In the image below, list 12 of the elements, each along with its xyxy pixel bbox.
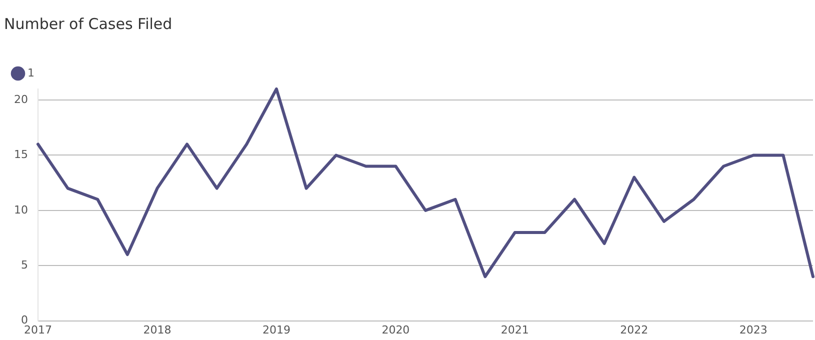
- x-tick-label: 2022: [620, 323, 648, 336]
- x-tick-label: 2018: [143, 323, 172, 336]
- y-tick-label: 15: [14, 148, 28, 162]
- x-tick-label: 2020: [382, 323, 410, 336]
- x-tick-label: 2021: [500, 323, 529, 336]
- y-tick-label: 5: [20, 258, 28, 272]
- y-tick-label: 10: [14, 203, 28, 216]
- y-tick-label: 20: [14, 92, 28, 106]
- x-tick-label: 2019: [262, 323, 290, 336]
- chart-title: Number of Cases Filed: [4, 14, 172, 33]
- x-tick-label: 2023: [739, 323, 768, 336]
- legend-label: 1: [28, 66, 34, 80]
